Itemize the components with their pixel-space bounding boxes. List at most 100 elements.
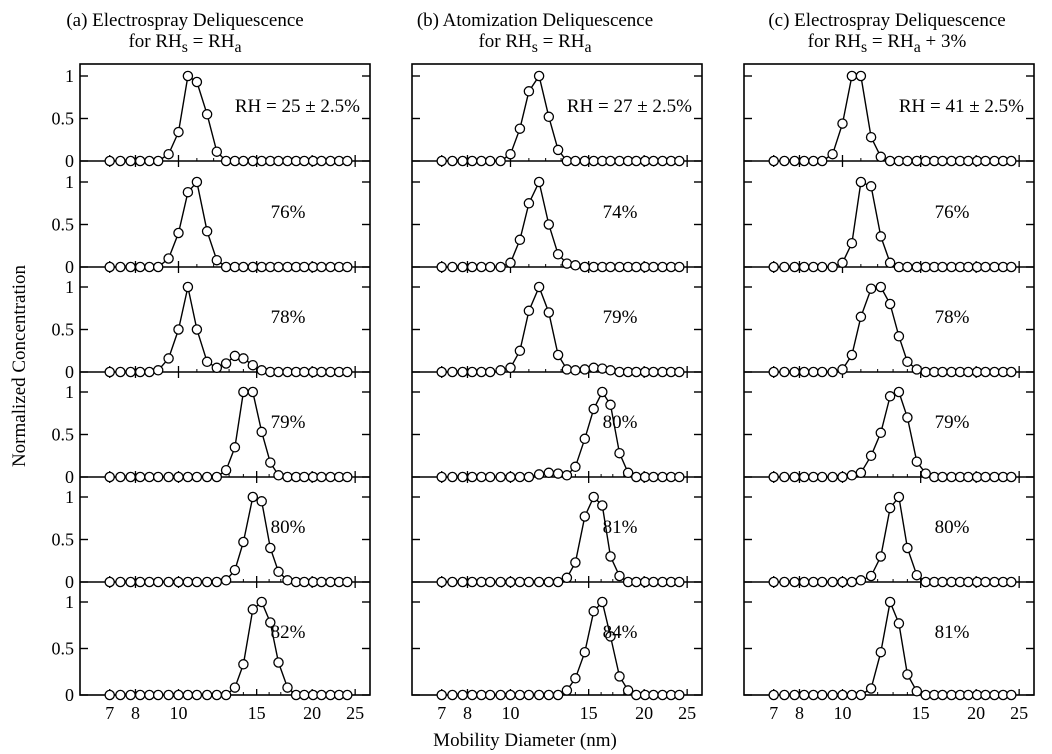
data-point: [579, 646, 591, 658]
panel-a-title: (a) Electrospray Deliquescence for RHs =…: [66, 10, 304, 56]
data-point: [211, 254, 223, 266]
rh-label: 78%: [935, 307, 970, 328]
data-point: [674, 471, 685, 483]
rh-label: 80%: [271, 517, 306, 538]
data-point: [523, 689, 535, 701]
data-point: [1006, 155, 1017, 167]
data-point: [614, 671, 625, 682]
data-point: [211, 689, 223, 701]
data-point: [875, 427, 887, 439]
data-point: [201, 109, 213, 120]
data-point: [191, 176, 203, 188]
data-point: [674, 366, 685, 378]
data-point: [622, 467, 634, 479]
data-point: [134, 261, 146, 273]
data-point: [808, 471, 819, 483]
data-point: [523, 198, 535, 209]
data-point: [134, 576, 146, 588]
panel-c-row-2: 78%: [744, 281, 1034, 378]
data-point: [893, 386, 905, 398]
data-point: [316, 366, 327, 378]
data-point: [466, 689, 478, 701]
data-point: [273, 366, 284, 378]
data-point: [466, 261, 478, 273]
panel-b: RH = 27 ± 2.5% 74% 79% 80% 81% 84% 7 8 10 15 20 25: [411, 63, 703, 723]
data-point: [436, 471, 447, 483]
data-point: [533, 70, 545, 82]
data-point: [163, 576, 174, 588]
data-point: [808, 689, 819, 701]
data-point: [533, 281, 545, 293]
data-point: [946, 366, 957, 378]
data-point: [182, 689, 194, 701]
data-point: [152, 471, 164, 483]
data-point: [588, 261, 599, 273]
data-point: [191, 471, 203, 483]
data-point: [163, 353, 174, 364]
data-point: [855, 575, 867, 586]
data-point: [523, 471, 535, 483]
panel-c-row-3: 79%: [744, 386, 1034, 483]
data-point: [657, 576, 668, 588]
data-point: [265, 457, 276, 468]
data-point: [163, 471, 174, 483]
x-tick-label: 25: [346, 703, 364, 723]
data-point: [220, 575, 232, 586]
y-tick-label: 1: [65, 172, 74, 192]
data-point: [514, 576, 526, 588]
data-point: [115, 689, 126, 701]
data-point: [597, 386, 608, 398]
data-point: [476, 366, 487, 378]
data-point: [846, 576, 858, 588]
data-point: [457, 366, 468, 378]
panel-c-row-4: 80%: [744, 491, 1034, 588]
data-point: [768, 155, 779, 167]
data-point: [247, 386, 259, 398]
data-point: [779, 689, 790, 701]
panel-c-row-5: 81%: [744, 596, 1034, 701]
data-point: [125, 689, 136, 701]
data-point: [552, 349, 564, 361]
data-point: [808, 261, 819, 273]
data-point: [342, 261, 353, 273]
data-point: [201, 356, 213, 368]
data-point: [855, 311, 867, 323]
rh-label: 76%: [271, 202, 306, 223]
data-point: [768, 366, 779, 378]
data-point: [648, 471, 659, 483]
data-point: [911, 155, 923, 167]
panel-frame: [743, 63, 1035, 696]
data-point: [570, 557, 581, 568]
data-point: [273, 657, 284, 668]
data-point: [816, 576, 828, 588]
data-point: [484, 261, 496, 273]
data-point: [104, 261, 115, 273]
data-point: [144, 261, 155, 273]
data-point: [457, 576, 468, 588]
data-point: [229, 564, 241, 576]
data-point: [552, 468, 564, 479]
data-point: [436, 261, 447, 273]
data-point: [837, 118, 848, 129]
data-point: [282, 366, 293, 378]
data-point: [980, 576, 991, 588]
data-point: [674, 261, 685, 273]
x-tick-label: 15: [248, 703, 266, 723]
data-point: [605, 155, 616, 167]
data-point: [125, 155, 136, 167]
data-point: [570, 155, 581, 167]
x-tick-label: 10: [833, 703, 851, 723]
data-point: [920, 155, 931, 167]
data-point: [902, 412, 913, 423]
data-point: [570, 365, 581, 376]
data-point: [134, 471, 146, 483]
x-tick-label: 7: [769, 703, 778, 723]
data-point: [125, 576, 136, 588]
data-point: [325, 366, 336, 378]
data-point: [163, 148, 174, 160]
data-point: [911, 686, 923, 697]
data-point: [631, 471, 642, 483]
y-tick-label: 1: [65, 382, 74, 402]
data-point: [182, 70, 194, 82]
rh-label: 74%: [603, 202, 638, 223]
